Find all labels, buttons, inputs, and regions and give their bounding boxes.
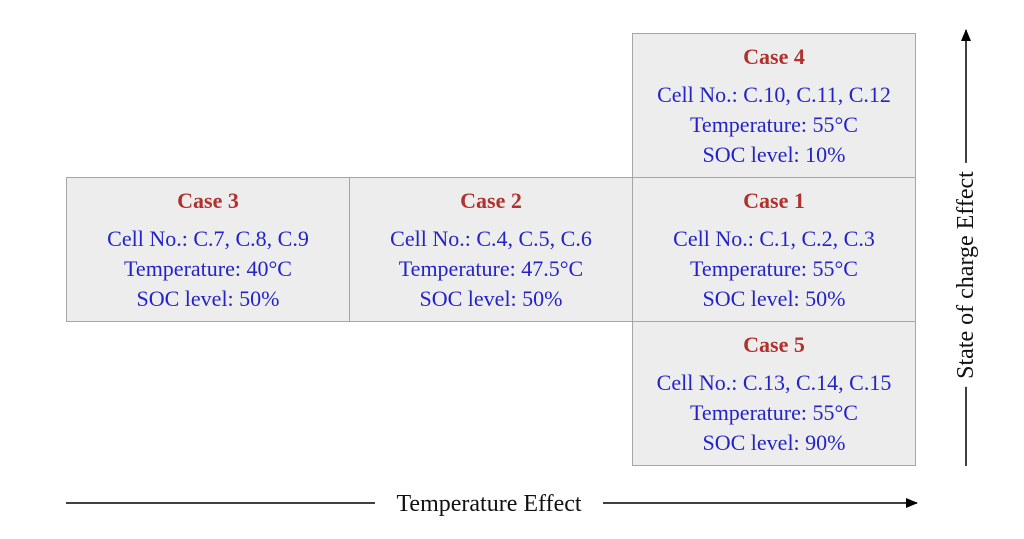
case-4-soc-level: SOC level: 10% (702, 142, 846, 167)
case-3-temperature: Temperature: 40°C (124, 256, 292, 281)
soc-effect-label-container: State of charge Effect (944, 163, 988, 387)
case-5-box: Case 5 Cell No.: C.13, C.14, C.15 Temper… (632, 321, 916, 466)
case-1-soc-level: SOC level: 50% (702, 286, 846, 311)
case-2-box: Case 2 Cell No.: C.4, C.5, C.6 Temperatu… (349, 177, 633, 322)
case-3-cell-numbers: Cell No.: C.7, C.8, C.9 (107, 226, 309, 251)
case-3-title: Case 3 (177, 188, 239, 213)
case-5-title: Case 5 (743, 332, 805, 357)
case-5-cell-numbers: Cell No.: C.13, C.14, C.15 (656, 370, 892, 395)
case-5-temperature: Temperature: 55°C (690, 400, 858, 425)
soc-effect-label: State of charge Effect (951, 163, 981, 387)
case-1-cell-numbers: Cell No.: C.1, C.2, C.3 (673, 226, 875, 251)
case-3-soc-level: SOC level: 50% (136, 286, 280, 311)
case-3-box: Case 3 Cell No.: C.7, C.8, C.9 Temperatu… (66, 177, 350, 322)
case-4-title: Case 4 (743, 44, 805, 69)
case-2-soc-level: SOC level: 50% (419, 286, 563, 311)
case-1-title: Case 1 (743, 188, 805, 213)
case-2-title: Case 2 (460, 188, 522, 213)
case-4-temperature: Temperature: 55°C (690, 112, 858, 137)
case-1-temperature: Temperature: 55°C (690, 256, 858, 281)
case-4-cell-numbers: Cell No.: C.10, C.11, C.12 (657, 82, 891, 107)
case-4-box: Case 4 Cell No.: C.10, C.11, C.12 Temper… (632, 33, 916, 178)
case-5-soc-level: SOC level: 90% (702, 430, 846, 455)
case-1-box: Case 1 Cell No.: C.1, C.2, C.3 Temperatu… (632, 177, 916, 322)
temperature-effect-label: Temperature Effect (375, 489, 603, 519)
case-2-temperature: Temperature: 47.5°C (398, 256, 584, 281)
case-2-cell-numbers: Cell No.: C.4, C.5, C.6 (390, 226, 592, 251)
